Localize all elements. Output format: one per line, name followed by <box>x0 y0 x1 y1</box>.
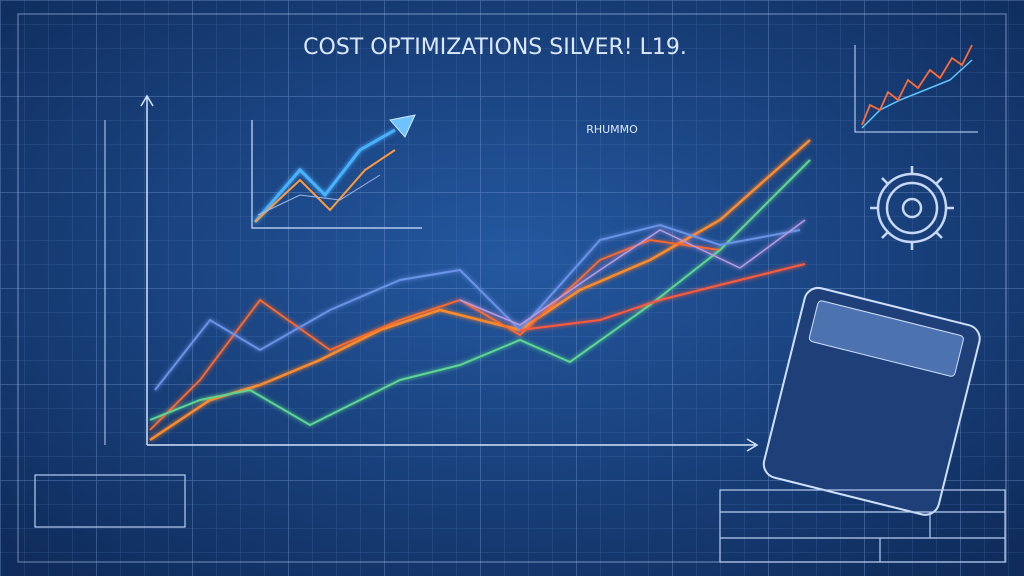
axes <box>104 94 759 452</box>
title: COST OPTIMIZATIONS SILVER! L19. <box>303 35 687 60</box>
inset-chart <box>251 114 422 229</box>
trend-lines <box>149 139 811 442</box>
bottom-panel <box>34 474 1006 563</box>
chart-label: RHUMMO <box>586 123 638 136</box>
frame <box>17 13 1007 563</box>
calculator <box>762 286 981 516</box>
mini-chart <box>854 44 978 133</box>
gear-icon <box>870 166 954 250</box>
